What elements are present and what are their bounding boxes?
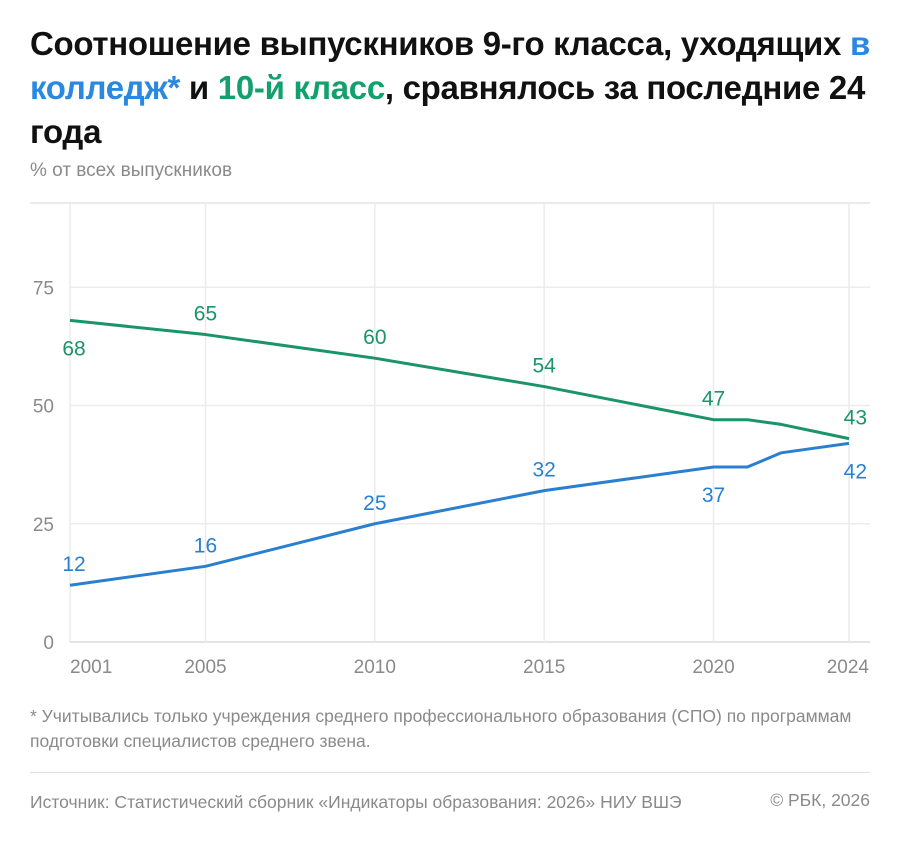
data-label: 54 <box>532 355 556 378</box>
copyright: © РБК, 2026 <box>770 790 870 810</box>
data-label: 12 <box>62 553 85 576</box>
y-tick-label: 25 <box>33 515 54 536</box>
title-text: Соотношение выпускников 9-го класса, ухо… <box>30 25 850 62</box>
x-tick-label: 2015 <box>523 657 565 678</box>
divider <box>30 772 870 773</box>
data-label: 60 <box>363 326 386 349</box>
footnote: * Учитывались только учреждения среднего… <box>30 706 852 751</box>
title-10th-grade-highlight: 10-й класс <box>217 69 385 106</box>
data-label: 37 <box>702 484 725 507</box>
x-tick-label: 2005 <box>184 657 226 678</box>
title-text: и <box>180 69 218 106</box>
x-tick-label: 2001 <box>70 657 112 678</box>
data-label: 42 <box>844 460 867 483</box>
data-label: 65 <box>194 303 217 326</box>
x-tick-label: 2020 <box>692 657 734 678</box>
y-tick-label: 50 <box>33 397 54 418</box>
data-label: 68 <box>62 337 85 360</box>
title-college-highlight: в колледж* <box>30 25 870 106</box>
title-text: , сравнялось за последние 24 года <box>30 69 865 150</box>
source-text: Источник: Статистический сборник «Индика… <box>30 792 682 812</box>
x-tick-label: 2024 <box>827 657 870 678</box>
data-label: 16 <box>194 534 217 557</box>
chart-title: Соотношение выпускников 9-го класса, ухо… <box>30 22 890 154</box>
series-line-10th-grade <box>69 318 850 441</box>
series-line-college <box>69 441 850 587</box>
data-label: 47 <box>702 388 725 411</box>
line-chart: 0 25 50 75 2001 2005 2010 2015 2020 2024 68 65 60 54 4… <box>30 202 870 678</box>
data-label: 32 <box>532 459 555 482</box>
data-label: 43 <box>844 407 867 430</box>
y-axis-label: % от всех выпускников <box>30 160 233 181</box>
data-label: 25 <box>363 492 386 515</box>
y-tick-label: 75 <box>33 278 54 299</box>
x-tick-label: 2010 <box>354 657 396 678</box>
y-tick-label: 0 <box>43 633 54 654</box>
